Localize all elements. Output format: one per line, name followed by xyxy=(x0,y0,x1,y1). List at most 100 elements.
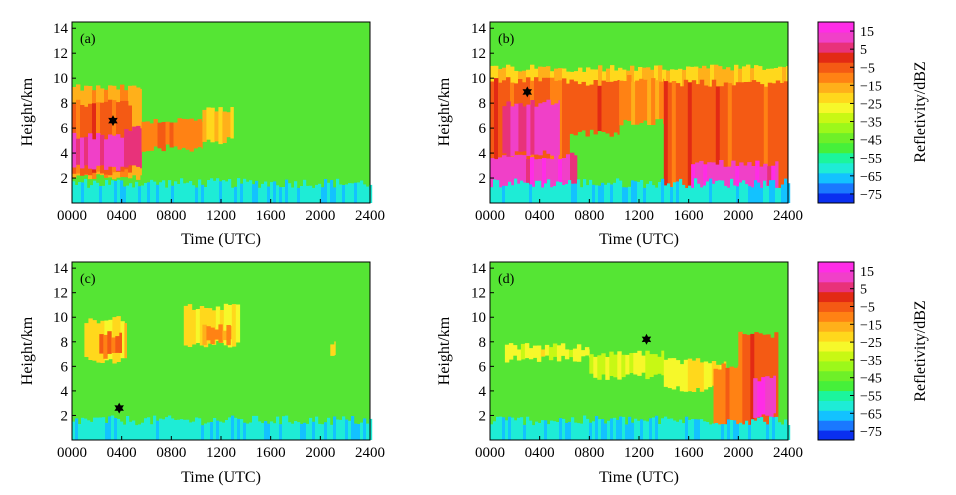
echo-cell xyxy=(647,80,652,125)
echo-cell xyxy=(185,119,190,150)
clutter-cell xyxy=(571,417,575,440)
clutter-cell xyxy=(234,417,238,440)
clutter-cell xyxy=(742,180,746,203)
clutter-cell xyxy=(631,180,635,203)
x-tick-label: 2000 xyxy=(723,445,753,461)
x-tick-label: 2400 xyxy=(773,445,803,461)
clutter-cell xyxy=(670,187,674,203)
colorbar-top: 15 5 −5 −15 −25 −35 −45 −55 −65 −75 xyxy=(817,21,882,204)
clutter-cell xyxy=(333,187,337,203)
clutter-cell xyxy=(568,421,572,440)
clutter-cell xyxy=(574,422,578,440)
echo-cell xyxy=(552,343,558,357)
x-ticks: 0000 0400 0800 1200 1600 2000 2400 xyxy=(475,199,803,224)
echo-cell xyxy=(532,345,538,358)
echo-cell xyxy=(577,84,582,132)
echo-cell xyxy=(667,82,673,198)
clutter-cell xyxy=(210,422,214,440)
clutter-cell xyxy=(114,418,118,440)
echo-cell xyxy=(564,349,570,360)
echo-cell xyxy=(115,336,120,353)
y-tick-label: 10 xyxy=(53,71,68,87)
clutter-cell xyxy=(300,186,304,203)
echo-layer xyxy=(72,84,234,180)
y-axis-label: Height/km xyxy=(436,77,453,146)
clutter-cell xyxy=(156,184,160,203)
echo-cell xyxy=(588,349,590,358)
echo-cell xyxy=(226,112,231,138)
colorbar-segment xyxy=(818,360,854,372)
echo-cell xyxy=(691,80,697,202)
echo-cell xyxy=(510,106,515,157)
echo-layer xyxy=(504,331,779,439)
clutter-cell xyxy=(745,420,749,440)
clutter-cell xyxy=(357,182,361,203)
clutter-cell xyxy=(72,421,76,440)
colorbar-tick-label: −15 xyxy=(860,79,882,94)
echo-cell xyxy=(691,164,696,202)
echo-cell xyxy=(218,324,223,343)
echo-cell xyxy=(703,85,709,202)
clutter-cell xyxy=(141,422,145,440)
echo-cell xyxy=(542,102,547,151)
colorbar-segment xyxy=(818,162,854,174)
colorbar-segment xyxy=(818,112,854,124)
clutter-cell xyxy=(601,419,605,440)
clutter-cell xyxy=(502,185,506,203)
echo-cell xyxy=(211,310,217,345)
colorbar-segment xyxy=(818,370,854,382)
echo-cell xyxy=(124,323,127,359)
echo-cell xyxy=(84,323,89,357)
echo-cell xyxy=(738,331,743,432)
clutter-cell xyxy=(730,420,734,440)
echo-cell xyxy=(729,366,734,436)
clutter-cell xyxy=(739,182,743,203)
clutter-cell xyxy=(727,187,731,203)
clutter-cell xyxy=(733,185,737,203)
y-tick-label: 6 xyxy=(61,121,69,137)
clutter-cell xyxy=(339,419,343,440)
clutter-cell xyxy=(273,423,277,440)
clutter-cell xyxy=(694,419,698,440)
colorbar-segment xyxy=(818,420,854,431)
echo-cell xyxy=(733,367,738,439)
x-tick-label: 1600 xyxy=(256,208,286,224)
clutter-cell xyxy=(535,180,539,203)
clutter-cell xyxy=(619,180,623,203)
clutter-cell xyxy=(78,424,82,440)
echo-cell xyxy=(573,81,578,136)
x-tick-label: 2000 xyxy=(723,208,753,224)
clutter-cell xyxy=(120,180,124,203)
clutter-cell xyxy=(601,182,605,203)
clutter-cell xyxy=(192,185,196,203)
echo-cell xyxy=(88,133,93,169)
clutter-cell xyxy=(499,416,503,440)
clutter-cell xyxy=(123,424,127,440)
panel-label: (c) xyxy=(80,272,96,287)
clutter-cell xyxy=(727,419,731,440)
echo-cell xyxy=(639,78,644,123)
clutter-cell xyxy=(84,418,88,440)
clutter-cell xyxy=(195,187,199,203)
echo-cell xyxy=(534,159,539,202)
echo-cell xyxy=(657,356,662,374)
echo-cell xyxy=(140,128,142,169)
clutter-cell xyxy=(279,424,283,440)
clutter-cell xyxy=(243,422,247,440)
colorbar-segment xyxy=(818,262,854,273)
colorbar-tick-label: −35 xyxy=(860,354,882,369)
clutter-cell xyxy=(661,178,665,203)
clutter-cell xyxy=(766,424,770,440)
y-tick-label: 14 xyxy=(53,261,69,277)
echo-cell xyxy=(490,158,495,202)
clutter-cell xyxy=(300,423,304,440)
echo-cell xyxy=(621,354,626,378)
y-tick-label: 4 xyxy=(61,384,69,400)
clutter-cell xyxy=(156,420,160,440)
echo-cell xyxy=(510,156,515,203)
colorbar-tick-label: −35 xyxy=(860,116,882,131)
marker-star xyxy=(641,333,652,345)
clutter-cell xyxy=(354,182,358,203)
echo-cell xyxy=(518,154,523,198)
x-axis-label: Time (UTC) xyxy=(599,469,679,486)
